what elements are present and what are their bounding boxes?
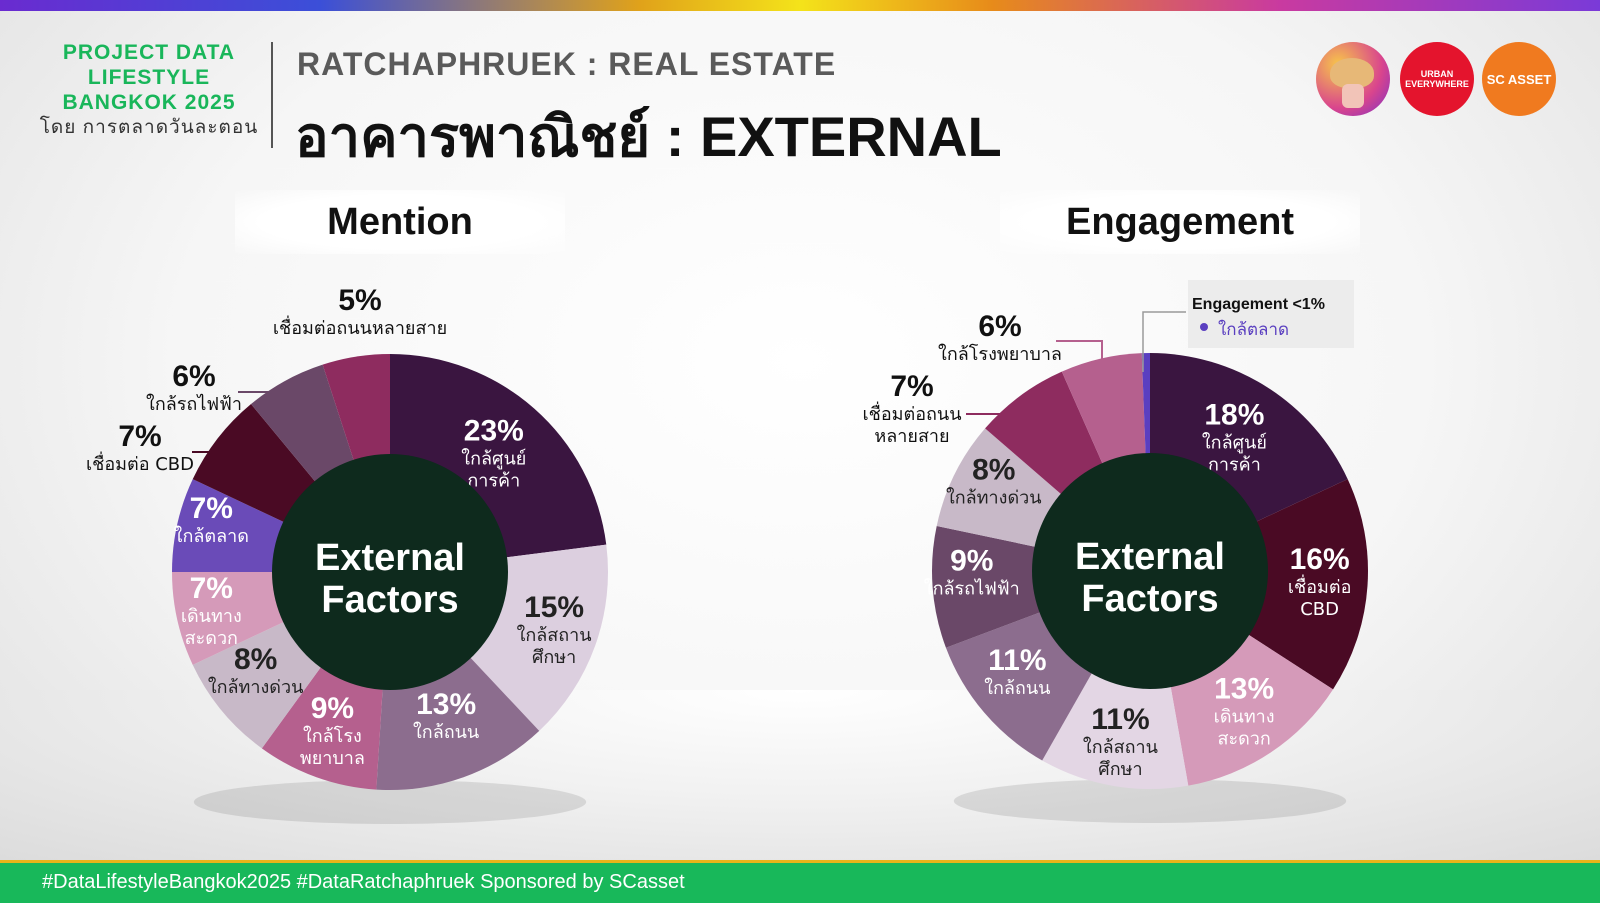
brand-line-2: LIFESTYLE (87, 66, 211, 89)
slice-name-label: ใกล้ตลาด (174, 525, 249, 547)
slice-name-label: เดินทาง (181, 606, 242, 627)
slice-percent-label: 13% (1214, 673, 1274, 706)
slice-name-label: ใกล้โรงพยาบาล (938, 343, 1062, 365)
slice-name-label: สะดวก (1217, 729, 1270, 750)
top-gradient-bar (0, 0, 1600, 11)
slice-name-label: เดินทาง (1214, 707, 1275, 728)
center-label: External (315, 537, 465, 579)
slice-percent-label: 8% (972, 453, 1015, 486)
page-subtitle: RATCHAPHRUEK : REAL ESTATE (297, 46, 837, 82)
brand-line-1: PROJECT DATA (62, 41, 236, 64)
slice-percent-label: 18% (1204, 399, 1264, 432)
slice-percent-label: 7% (118, 420, 161, 453)
slice-percent-label: 9% (950, 545, 993, 578)
slice-percent-label: 7% (190, 492, 233, 525)
slice-percent-label: 8% (234, 643, 277, 676)
slice-percent-label: 11% (988, 644, 1046, 677)
slice-name-label: ใกล้โรง (303, 725, 362, 747)
slice-name-label: ศึกษา (532, 647, 576, 668)
hat-icon (1330, 58, 1374, 88)
slice-name-label: เชื่อมต่อ CBD (86, 451, 194, 475)
slice-name-label: เชื่อมต่อถนนหลายสาย (273, 315, 447, 339)
slice-name-label: เชื่อมต่อ (1288, 574, 1352, 598)
urban-everywhere-logo: URBAN EVERYWHERE (1400, 42, 1474, 116)
slice-percent-label: 7% (190, 572, 233, 605)
slice-name-label: ใกล้สถาน (1083, 736, 1158, 758)
legend-dot-icon (1200, 323, 1208, 331)
slice-percent-label: 6% (172, 360, 215, 393)
page-title: อาคารพาณิชย์ : EXTERNAL (295, 105, 1002, 168)
face-icon (1342, 84, 1364, 108)
legend-title: Engagement <1% (1192, 296, 1325, 313)
slice-name-label: เชื่อมต่อถนน (862, 401, 961, 425)
brand-line-3: BANGKOK 2025 (62, 91, 236, 114)
slice-percent-label: 23% (464, 414, 524, 447)
leader-line (1056, 340, 1103, 374)
slice-percent-label: 15% (524, 591, 584, 624)
engagement-legend (1188, 280, 1354, 348)
engagement-title: Engagement (1000, 190, 1360, 254)
scasset-logo: SC ASSET (1482, 42, 1556, 116)
chart-shadow (193, 780, 587, 824)
brand-by: โดย การตลาดวันละตอน (39, 117, 259, 138)
legend-item: ใกล้ตลาด (1218, 320, 1290, 339)
slice-name-label: ใกล้รถไฟฟ้า (924, 578, 1020, 600)
slice-percent-label: 13% (416, 688, 476, 721)
slice-percent-label: 11% (1091, 703, 1149, 736)
slice-percent-label: 5% (338, 284, 381, 317)
center-circle (272, 454, 508, 690)
slice-name-label: ใกล้ถนน (984, 677, 1050, 699)
slice-name-label: หลายสาย (874, 426, 949, 447)
slice-name-label: CBD (1300, 599, 1339, 620)
center-label: Factors (321, 579, 458, 621)
slice-name-label: ศึกษา (1098, 759, 1142, 780)
chart-shadow (953, 779, 1347, 823)
footer-bar: #DataLifestyleBangkok2025 #DataRatchaphr… (0, 860, 1600, 903)
mention-title: Mention (235, 190, 565, 254)
footer-text: #DataLifestyleBangkok2025 #DataRatchaphr… (42, 871, 685, 893)
brand-block: PROJECT DATA LIFESTYLE BANGKOK 2025 โดย … (34, 40, 264, 140)
center-label: External (1075, 536, 1225, 578)
slice-name-label: ใกล้ศูนย์ (461, 447, 526, 469)
slice-percent-label: 7% (890, 370, 933, 403)
mascot-logo (1316, 42, 1390, 116)
slice-name-label: ใกล้ศูนย์ (1202, 432, 1267, 454)
header-divider (271, 42, 273, 148)
slice-name-label: ใกล้ถนน (413, 721, 479, 743)
slice-percent-label: 9% (311, 692, 354, 725)
slice-name-label: ใกล้สถาน (517, 624, 592, 646)
legend-leader-line (1142, 311, 1186, 372)
center-label: Factors (1081, 578, 1218, 620)
slice-percent-label: 16% (1290, 543, 1350, 576)
slice-name-label: ใกล้ทางด่วน (208, 676, 304, 698)
center-circle (1032, 453, 1268, 689)
slice-name-label: การค้า (1208, 455, 1261, 476)
slice-name-label: พยาบาล (300, 748, 365, 769)
slice-percent-label: 6% (978, 310, 1021, 343)
slice-name-label: ใกล้ทางด่วน (946, 486, 1042, 508)
slice-name-label: การค้า (467, 470, 520, 491)
slice-name-label: สะดวก (185, 628, 238, 649)
slice-name-label: ใกล้รถไฟฟ้า (146, 393, 242, 415)
